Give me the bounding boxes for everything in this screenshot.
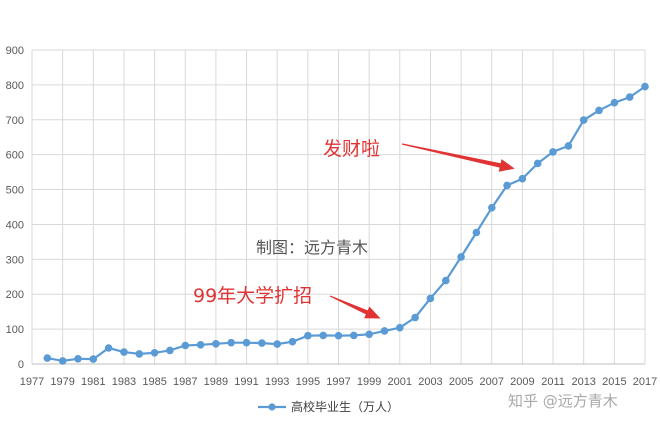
data-point-1986 — [166, 346, 174, 355]
x-tick-label: 1993 — [265, 376, 289, 388]
annotation-arrow-expansion-99 — [329, 295, 381, 319]
data-point-1995 — [304, 331, 312, 340]
data-point-1980 — [74, 355, 82, 363]
data-point-1985 — [150, 349, 159, 357]
x-tick-label: 1985 — [142, 376, 166, 388]
x-tick-label: 2001 — [388, 376, 412, 388]
annotation-fa-cai-la: 发财啦 — [323, 138, 380, 160]
data-point-2003 — [426, 294, 435, 303]
legend-label: 高校毕业生（万人） — [291, 399, 399, 414]
data-point-1998 — [350, 331, 358, 340]
y-tick-label: 800 — [6, 80, 24, 92]
data-point-2007 — [488, 203, 496, 212]
x-tick-label: 2007 — [480, 376, 504, 388]
x-tick-label: 1983 — [112, 376, 136, 388]
data-point-2015 — [610, 98, 619, 107]
data-point-1983 — [120, 348, 128, 356]
y-tick-label: 100 — [6, 324, 24, 336]
data-point-1984 — [135, 350, 144, 358]
data-point-2014 — [595, 106, 603, 115]
data-point-1982 — [104, 344, 113, 352]
data-point-2002 — [411, 313, 419, 322]
data-point-2012 — [564, 142, 573, 150]
y-tick-label: 200 — [6, 289, 24, 301]
annotation-expansion-99: 99年大学扩招 — [193, 285, 312, 307]
data-point-2008 — [503, 181, 511, 190]
data-points — [43, 82, 649, 365]
x-tick-label: 2005 — [449, 376, 473, 388]
x-tick-label: 1987 — [173, 376, 197, 388]
data-point-1996 — [319, 331, 328, 340]
x-tick-label: 1995 — [296, 376, 320, 388]
y-tick-label: 0 — [18, 359, 24, 371]
x-tick-label: 2003 — [418, 376, 442, 388]
data-point-1988 — [196, 341, 205, 349]
x-tick-label: 2017 — [633, 376, 657, 388]
watermark: 知乎 @远方青木 — [508, 392, 618, 410]
x-tick-label: 2011 — [541, 376, 565, 388]
x-tick-label: 1977 — [20, 376, 44, 388]
data-point-1992 — [258, 339, 266, 347]
data-point-1991 — [242, 338, 251, 347]
y-tick-label: 600 — [6, 150, 24, 162]
data-point-1987 — [181, 341, 190, 350]
x-tick-label: 1979 — [50, 376, 74, 388]
data-point-2011 — [549, 148, 557, 156]
data-point-2016 — [625, 93, 634, 101]
credit-text: 制图：远方青木 — [256, 238, 368, 257]
series-line — [47, 85, 646, 363]
y-tick-label: 500 — [6, 185, 24, 197]
data-point-2013 — [579, 116, 588, 124]
x-tick-label: 1989 — [204, 376, 228, 388]
data-point-1979 — [58, 357, 67, 365]
data-point-2010 — [533, 159, 542, 168]
data-point-1981 — [89, 355, 98, 363]
data-point-2017 — [641, 82, 649, 91]
data-point-2005 — [457, 253, 465, 261]
data-point-1994 — [288, 337, 297, 346]
x-tick-label: 2009 — [510, 376, 534, 388]
data-point-1993 — [273, 340, 282, 348]
y-axis-ticks: 0 100 200 300 400 500 600 700 800 900 — [6, 45, 24, 371]
grid — [31, 49, 646, 364]
data-point-1978 — [43, 354, 52, 362]
x-tick-label: 2015 — [602, 376, 626, 388]
data-point-1999 — [365, 330, 374, 339]
x-tick-label: 1981 — [81, 376, 105, 388]
x-axis-ticks: 1977 1979 1981 1983 1985 1987 1989 1991 1993 1995… — [20, 376, 657, 388]
data-point-2001 — [396, 323, 404, 332]
data-point-1989 — [212, 340, 220, 348]
legend: 高校毕业生（万人） — [258, 399, 399, 414]
x-tick-label: 2013 — [571, 376, 595, 388]
data-point-1997 — [334, 331, 343, 340]
x-tick-label: 1999 — [357, 376, 381, 388]
y-tick-label: 400 — [6, 219, 24, 231]
x-tick-label: 1991 — [234, 376, 258, 388]
legend-marker — [268, 403, 276, 411]
y-tick-label: 900 — [6, 45, 24, 57]
data-point-2009 — [518, 174, 527, 183]
x-tick-label: 1997 — [326, 376, 350, 388]
annotation-arrow-fa-cai-la — [401, 143, 515, 172]
data-point-2004 — [442, 276, 450, 285]
data-point-2006 — [472, 228, 481, 237]
data-point-1990 — [227, 338, 235, 347]
y-tick-label: 300 — [6, 254, 24, 266]
y-tick-label: 700 — [6, 115, 24, 127]
data-point-2000 — [380, 327, 389, 335]
